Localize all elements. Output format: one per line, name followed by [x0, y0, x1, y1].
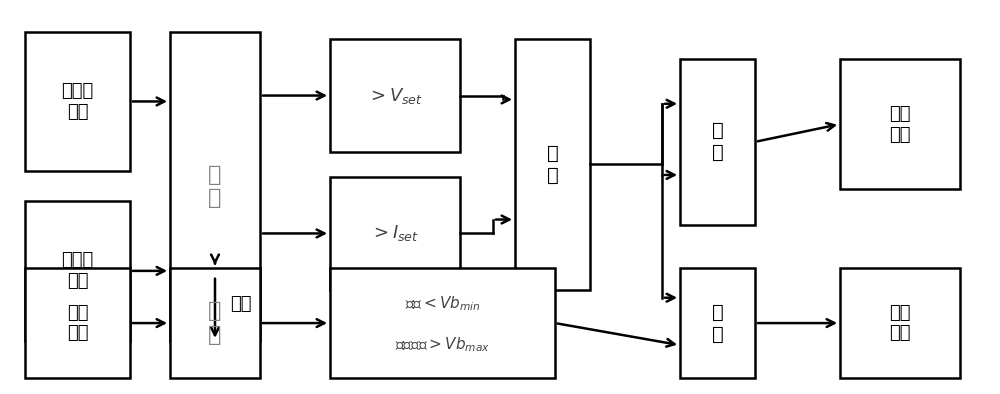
Bar: [170, 268, 260, 378]
Bar: [25, 32, 130, 171]
Bar: [680, 268, 755, 378]
Text: 中性点
电压: 中性点 电压: [61, 82, 94, 121]
Text: 某相$<Vb_{min}$: 某相$<Vb_{min}$: [405, 294, 480, 312]
Bar: [515, 39, 590, 290]
Bar: [170, 32, 260, 341]
Text: 异常
信号: 异常 信号: [889, 304, 911, 342]
Bar: [840, 268, 960, 378]
Text: 中性点
电流: 中性点 电流: [61, 251, 94, 290]
Text: 采
样: 采 样: [208, 301, 222, 345]
Text: 接地
信号: 接地 信号: [889, 105, 911, 143]
Bar: [840, 59, 960, 189]
Bar: [330, 39, 460, 152]
Text: 其余两项$>Vb_{max}$: 其余两项$>Vb_{max}$: [395, 336, 490, 355]
Text: 母线
电压: 母线 电压: [67, 304, 88, 342]
Text: 时钟: 时钟: [230, 295, 252, 313]
Text: 或
门: 或 门: [712, 303, 723, 344]
Bar: [25, 268, 130, 378]
Text: 与
门: 与 门: [712, 121, 723, 162]
Text: 采
样: 采 样: [208, 165, 222, 208]
Text: $>V_{set}$: $>V_{set}$: [367, 85, 423, 106]
Text: 或
门: 或 门: [547, 144, 558, 185]
Bar: [330, 177, 460, 290]
Bar: [680, 59, 755, 225]
Bar: [330, 268, 555, 378]
Bar: [25, 201, 130, 341]
Text: $>I_{set}$: $>I_{set}$: [370, 223, 420, 243]
